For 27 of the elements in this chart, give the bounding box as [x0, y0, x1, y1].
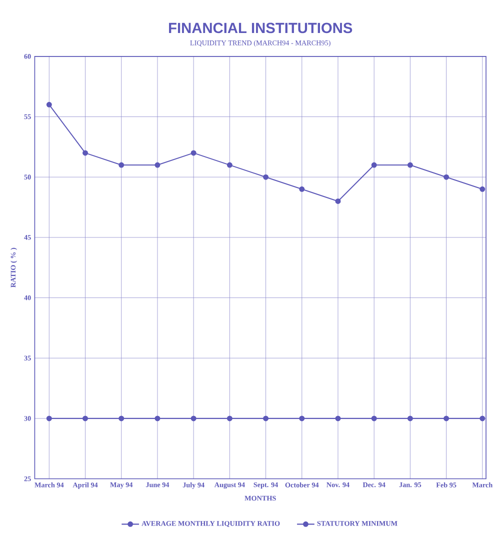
point: [82, 150, 88, 156]
point: [46, 416, 52, 422]
point: [443, 174, 449, 180]
chart-title: FINANCIAL INSTITUTIONS: [168, 22, 352, 34]
point: [298, 416, 304, 422]
point: [46, 102, 52, 108]
point: [118, 162, 124, 168]
point: [371, 162, 377, 168]
point: [479, 186, 485, 192]
point: [154, 162, 160, 168]
point: [443, 416, 449, 422]
point: [335, 416, 341, 422]
point: [262, 174, 268, 180]
point: [82, 416, 88, 422]
point: [190, 416, 196, 422]
point: [190, 150, 196, 156]
point: [154, 416, 160, 422]
point: [479, 416, 485, 422]
point: [407, 162, 413, 168]
point: [262, 416, 268, 422]
point: [118, 416, 124, 422]
point: [226, 416, 232, 422]
point: [298, 186, 304, 192]
point: [407, 416, 413, 422]
point: [226, 162, 232, 168]
point: [335, 198, 341, 204]
point: [371, 416, 377, 422]
